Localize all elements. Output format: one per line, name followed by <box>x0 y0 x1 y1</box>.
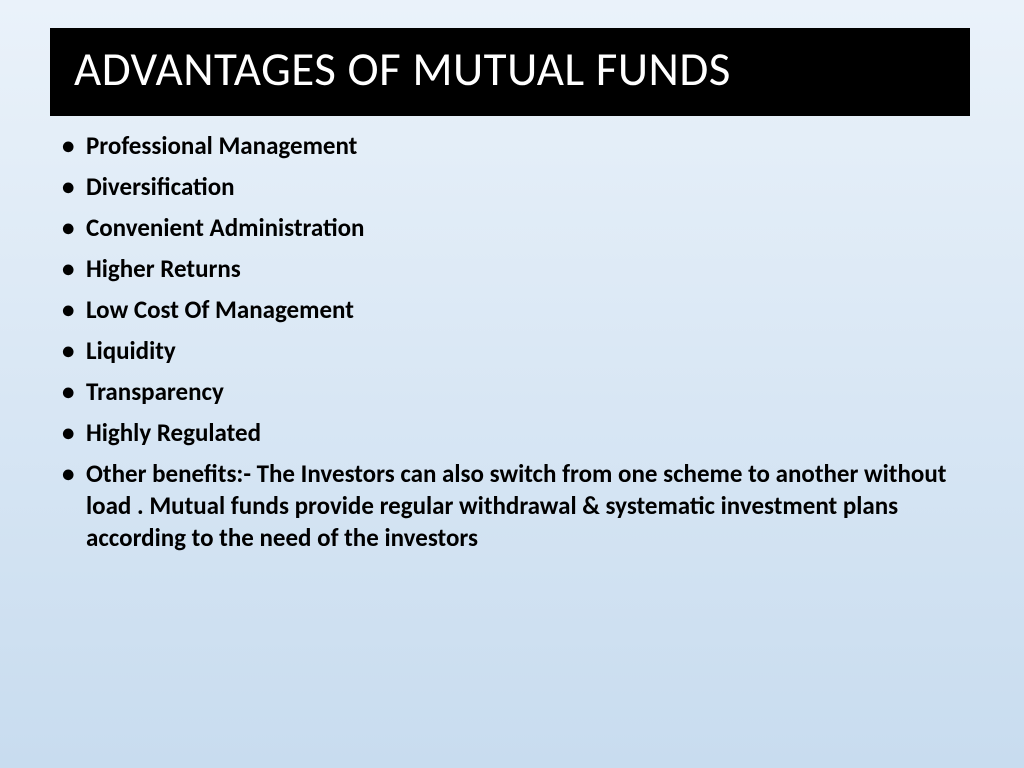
list-item: Higher Returns <box>58 253 974 285</box>
list-item: Low Cost Of Management <box>58 294 974 326</box>
list-item: Highly Regulated <box>58 417 974 449</box>
list-item: Liquidity <box>58 335 974 367</box>
title-box: ADVANTAGES OF MUTUAL FUNDS <box>50 28 970 116</box>
list-item: Diversification <box>58 171 974 203</box>
list-item: Professional Management <box>58 130 974 162</box>
list-item: Convenient Administration <box>58 212 974 244</box>
slide-title: ADVANTAGES OF MUTUAL FUNDS <box>74 40 946 98</box>
list-item: Transparency <box>58 376 974 408</box>
list-item: Other benefits:- The Investors can also … <box>58 458 974 554</box>
bullet-list: Professional Management Diversification … <box>50 130 974 554</box>
slide-container: ADVANTAGES OF MUTUAL FUNDS Professional … <box>0 0 1024 768</box>
